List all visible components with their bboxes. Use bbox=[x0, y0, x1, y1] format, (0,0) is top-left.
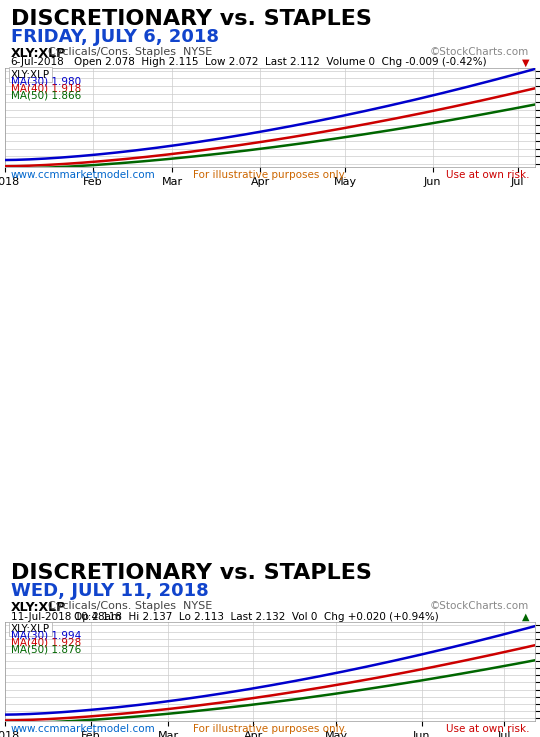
Text: DISCRETIONARY vs. STAPLES: DISCRETIONARY vs. STAPLES bbox=[11, 563, 372, 584]
Text: MA(30) 1.980: MA(30) 1.980 bbox=[11, 77, 81, 86]
Text: XLY:XLP: XLY:XLP bbox=[11, 47, 66, 60]
Text: MA(40) 1.918: MA(40) 1.918 bbox=[11, 83, 81, 94]
Text: Open 2.078  High 2.115  Low 2.072  Last 2.112  Volume 0  Chg -0.009 (-0.42%): Open 2.078 High 2.115 Low 2.072 Last 2.1… bbox=[74, 57, 487, 68]
Text: WED, JULY 11, 2018: WED, JULY 11, 2018 bbox=[11, 582, 208, 600]
Text: Cyclicals/Cons. Staples  NYSE: Cyclicals/Cons. Staples NYSE bbox=[48, 47, 212, 57]
Text: MA(30) 1.994: MA(30) 1.994 bbox=[11, 631, 81, 640]
Text: MA(50) 1.876: MA(50) 1.876 bbox=[11, 645, 81, 654]
Text: XLY:XLP: XLY:XLP bbox=[11, 69, 50, 80]
Text: XLY:XLP: XLY:XLP bbox=[11, 624, 50, 634]
Text: For illustrative purposes only.: For illustrative purposes only. bbox=[193, 170, 347, 180]
Text: MA(50) 1.866: MA(50) 1.866 bbox=[11, 91, 81, 100]
Text: 6-Jul-2018: 6-Jul-2018 bbox=[11, 57, 64, 68]
Text: ©StockCharts.com: ©StockCharts.com bbox=[430, 47, 529, 57]
Text: Use at own risk.: Use at own risk. bbox=[446, 170, 529, 180]
Text: MA(40) 1.928: MA(40) 1.928 bbox=[11, 638, 81, 648]
Text: Cyclicals/Cons. Staples  NYSE: Cyclicals/Cons. Staples NYSE bbox=[48, 601, 212, 611]
Text: Op 2.118  Hi 2.137  Lo 2.113  Last 2.132  Vol 0  Chg +0.020 (+0.94%): Op 2.118 Hi 2.137 Lo 2.113 Last 2.132 Vo… bbox=[74, 612, 439, 621]
Text: www.ccmmarketmodel.com: www.ccmmarketmodel.com bbox=[11, 170, 156, 180]
Text: ▼: ▼ bbox=[522, 57, 529, 68]
Text: ©StockCharts.com: ©StockCharts.com bbox=[430, 601, 529, 611]
Text: XLY:XLP: XLY:XLP bbox=[11, 601, 66, 614]
Text: 11-Jul-2018 10:48am: 11-Jul-2018 10:48am bbox=[11, 612, 121, 621]
Text: FRIDAY, JULY 6, 2018: FRIDAY, JULY 6, 2018 bbox=[11, 28, 219, 46]
Text: www.ccmmarketmodel.com: www.ccmmarketmodel.com bbox=[11, 724, 156, 734]
Text: ▲: ▲ bbox=[522, 612, 529, 621]
Text: Use at own risk.: Use at own risk. bbox=[446, 724, 529, 734]
Text: DISCRETIONARY vs. STAPLES: DISCRETIONARY vs. STAPLES bbox=[11, 10, 372, 29]
Text: For illustrative purposes only.: For illustrative purposes only. bbox=[193, 724, 347, 734]
